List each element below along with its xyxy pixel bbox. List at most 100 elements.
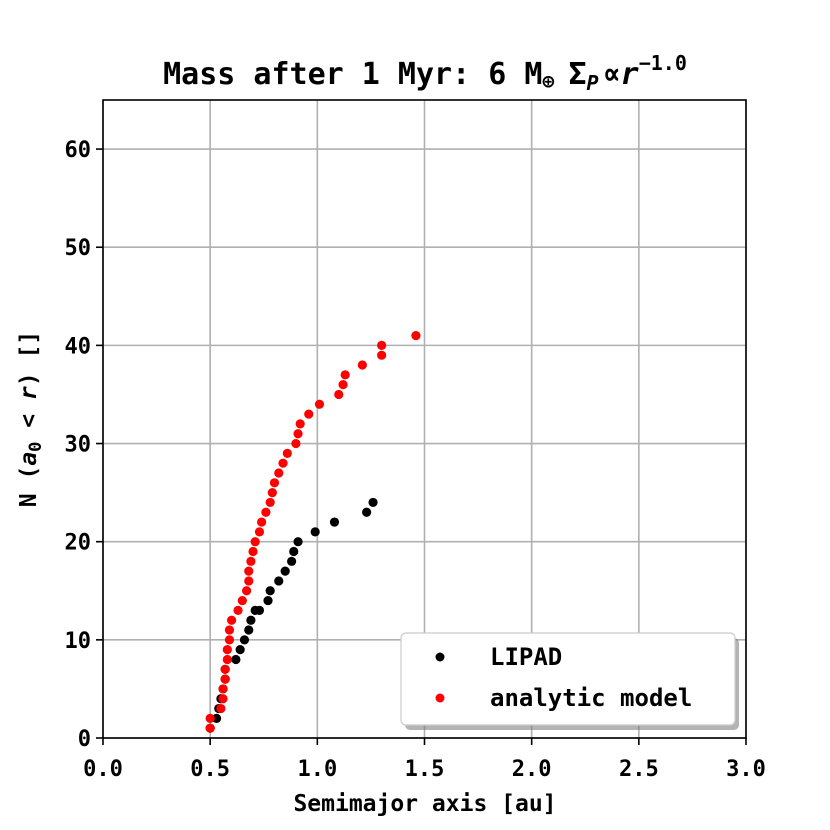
- data-point: [265, 497, 275, 508]
- data-point: [340, 370, 350, 380]
- x-tick-label: 1.5: [405, 757, 445, 782]
- data-point: [295, 419, 305, 429]
- title-sigma: Σ: [568, 57, 586, 92]
- x-tick-label: 2.5: [619, 757, 659, 782]
- y-label-suffix: ) []: [16, 331, 42, 386]
- legend-label-lipad: LIPAD: [490, 643, 562, 671]
- data-point: [244, 576, 254, 586]
- data-point: [218, 694, 228, 704]
- data-point: [357, 360, 367, 370]
- chart-title: Mass after 1 Myr: 6 M⊕ ΣP ∝r−1.0: [163, 51, 687, 95]
- data-point: [274, 468, 284, 478]
- data-point: [411, 330, 421, 341]
- title-sigma-sub: P: [587, 71, 599, 95]
- data-point: [362, 507, 372, 517]
- data-points: [205, 330, 421, 733]
- data-point: [220, 664, 230, 674]
- data-point: [237, 595, 247, 606]
- title-exponent: −1.0: [639, 51, 687, 75]
- data-point: [269, 478, 280, 488]
- data-point: [254, 527, 265, 537]
- x-tick-label: 2.0: [512, 757, 552, 782]
- data-point: [293, 429, 303, 439]
- data-point: [216, 703, 226, 714]
- data-point: [235, 645, 245, 655]
- y-tick-label: 40: [65, 334, 92, 359]
- data-point: [293, 537, 303, 547]
- y-tick-label: 50: [65, 236, 92, 261]
- data-point: [368, 497, 378, 508]
- data-point: [287, 556, 297, 566]
- data-point: [244, 566, 254, 576]
- data-point: [224, 625, 235, 635]
- data-point: [338, 380, 348, 390]
- y-tick-label: 60: [65, 138, 92, 163]
- x-tick-label: 1.0: [297, 757, 337, 782]
- legend-box: [400, 632, 736, 726]
- data-point: [329, 517, 340, 527]
- data-point: [377, 350, 387, 360]
- title-main: Mass after 1 Myr: 6 M: [163, 57, 542, 92]
- legend-label-analytic: analytic model: [490, 684, 692, 712]
- y-axis-label: N (a0 < r) []: [16, 331, 46, 507]
- series-analytic-model: [205, 330, 421, 733]
- data-point: [304, 409, 314, 419]
- data-point: [263, 595, 273, 606]
- data-point: [289, 546, 299, 557]
- y-label-prefix: N (: [16, 466, 42, 508]
- y-label-a: a: [16, 452, 42, 466]
- title-earth-symbol: ⊕: [542, 69, 554, 93]
- data-point: [222, 654, 232, 665]
- x-tick-label: 0.5: [190, 757, 230, 782]
- data-point: [274, 576, 284, 586]
- x-axis-label: Semimajor axis [au]: [293, 791, 556, 817]
- data-point: [280, 566, 290, 576]
- y-tick-label: 10: [65, 629, 92, 654]
- data-point: [254, 605, 265, 616]
- data-point: [224, 635, 235, 645]
- series-lipad: [205, 497, 378, 733]
- data-point: [261, 507, 271, 517]
- grid: [102, 100, 747, 739]
- data-point: [220, 674, 230, 684]
- data-point: [231, 654, 241, 665]
- legend: LIPAD analytic model: [400, 632, 739, 730]
- data-point: [227, 615, 237, 625]
- y-label-r: r: [16, 386, 42, 400]
- data-point: [246, 615, 256, 625]
- data-point: [218, 684, 228, 694]
- data-point: [246, 556, 256, 566]
- x-tick-label: 0.0: [83, 757, 123, 782]
- legend-marker-analytic: [435, 693, 445, 703]
- data-point: [314, 399, 325, 409]
- x-tick-label: 3.0: [726, 757, 766, 782]
- y-tick-label: 20: [65, 531, 92, 556]
- data-point: [377, 340, 387, 350]
- title-proportional: ∝: [603, 57, 621, 92]
- data-point: [334, 389, 344, 400]
- data-point: [278, 458, 288, 468]
- y-tick-label: 30: [65, 433, 92, 458]
- data-point: [244, 625, 254, 635]
- data-point: [211, 713, 222, 723]
- data-point: [257, 517, 267, 527]
- data-point: [310, 527, 320, 537]
- data-point: [222, 645, 232, 655]
- data-point: [233, 605, 243, 616]
- data-point: [267, 488, 277, 498]
- data-point: [239, 635, 250, 645]
- data-point: [205, 723, 215, 733]
- legend-marker-lipad: [435, 652, 445, 662]
- data-point: [291, 438, 301, 449]
- y-label-a-sub: 0: [26, 442, 46, 452]
- data-point: [205, 713, 215, 723]
- y-axis-ticks: 0 10 20 30 40 50 60: [65, 138, 103, 752]
- data-point: [282, 448, 292, 458]
- y-label-lt: <: [16, 400, 42, 442]
- data-point: [242, 586, 252, 596]
- data-point: [250, 537, 260, 547]
- data-point: [265, 586, 275, 596]
- y-tick-label: 0: [78, 727, 91, 752]
- data-point: [248, 546, 258, 557]
- title-r: r: [621, 57, 639, 92]
